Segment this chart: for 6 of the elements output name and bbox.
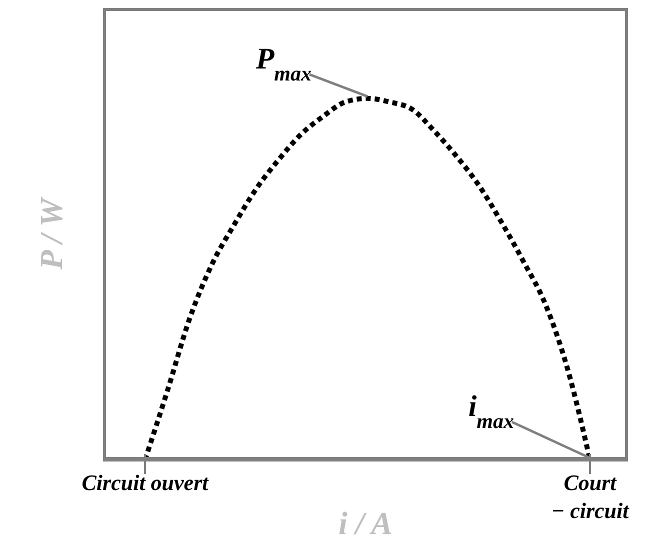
x-tick-label: Court − circuit — [551, 470, 630, 523]
x-axis-title: i / A — [338, 505, 392, 541]
x-tick-label: Circuit ouvert — [82, 470, 210, 495]
y-axis-title: P / W — [33, 196, 70, 271]
annotation: i$_{max}$ — [468, 390, 514, 433]
text: P$_{max}$ — [254, 42, 312, 86]
